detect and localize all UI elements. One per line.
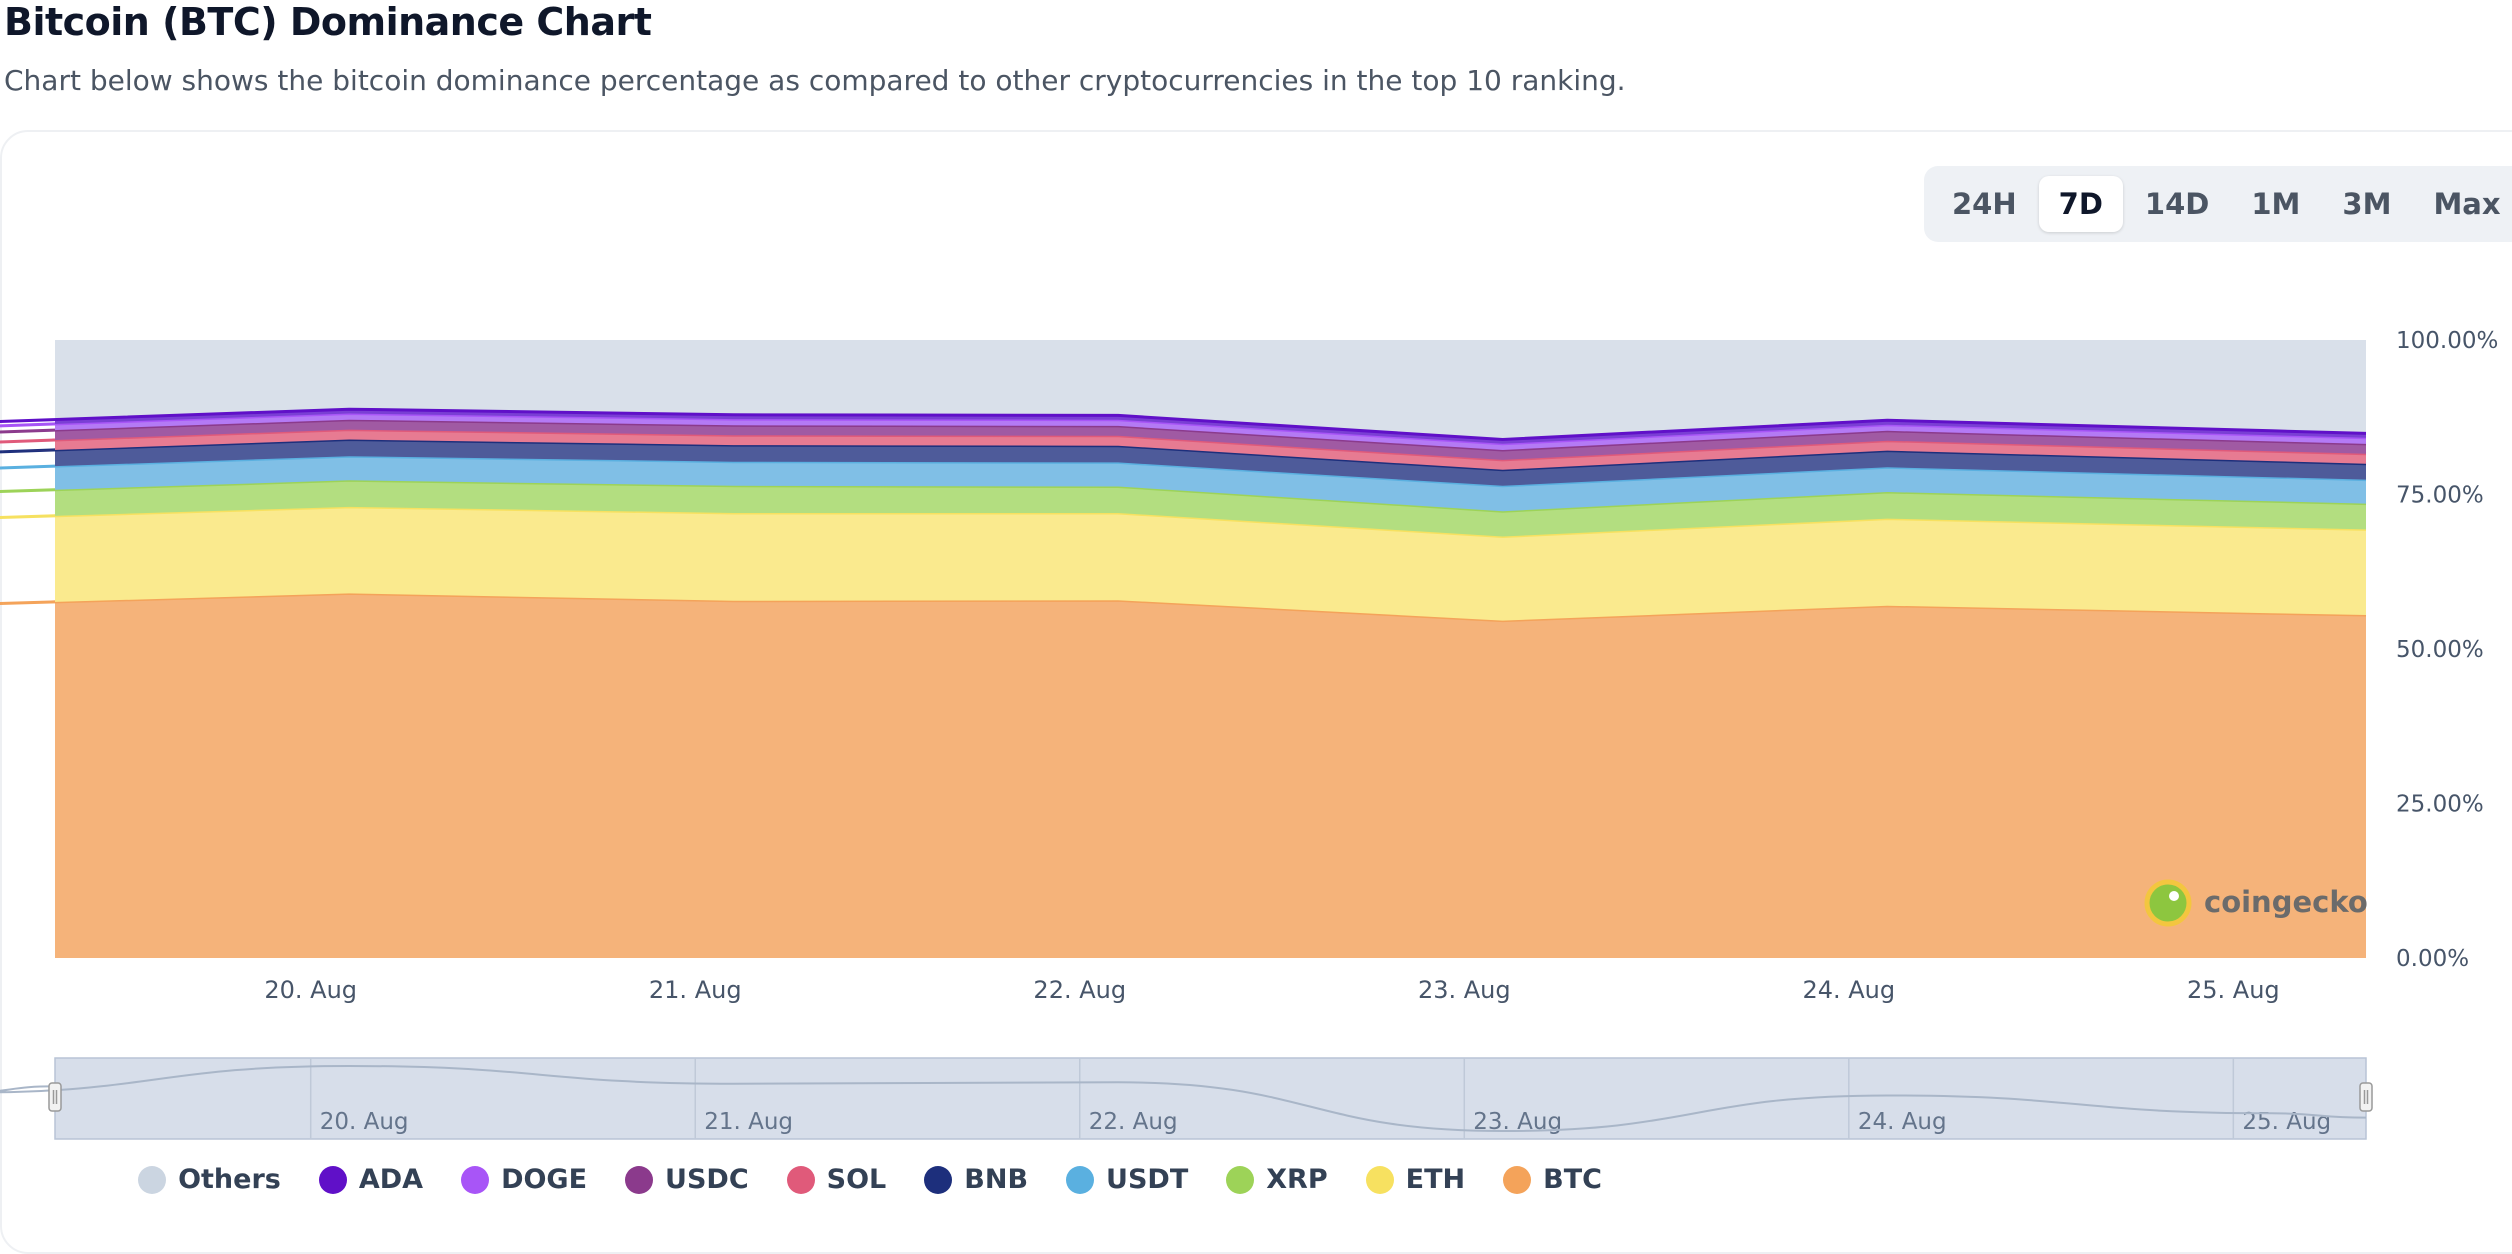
legend-item-bnb[interactable]: BNB	[924, 1164, 1028, 1195]
legend-label: BNB	[964, 1164, 1029, 1195]
navigator-series-line	[0, 1064, 2367, 1133]
time-range-selector: 24H 7D 14D 1M 3M Max	[1924, 166, 2512, 242]
navigator-window[interactable]	[54, 1057, 2367, 1140]
legend-item-eth[interactable]: ETH	[1365, 1164, 1466, 1195]
x-tick-label: 21. Aug	[649, 976, 742, 1004]
legend-label: USDT	[1106, 1164, 1189, 1195]
coingecko-watermark: coingecko	[2144, 879, 2368, 927]
page-subtitle: Chart below shows the bitcoin dominance …	[4, 64, 1626, 97]
y-tick-label: 50.00%	[2396, 637, 2484, 663]
legend-dot	[786, 1165, 815, 1194]
legend-dot	[461, 1165, 490, 1194]
range-button-14d[interactable]: 14D	[2144, 187, 2210, 221]
area-sol[interactable]	[0, 429, 2366, 470]
legend-dot	[924, 1165, 953, 1194]
legend-label: USDC	[665, 1164, 749, 1195]
x-tick-label: 25. Aug	[2187, 976, 2280, 1004]
coingecko-logo-eye	[2169, 891, 2179, 901]
legend-label: SOL	[826, 1164, 887, 1195]
area-usdt[interactable]	[0, 456, 2366, 512]
navigator-tick-label: 22. Aug	[1089, 1109, 1178, 1135]
legend-dot	[1365, 1165, 1394, 1194]
legend-label: XRP	[1266, 1164, 1328, 1195]
area-doge[interactable]	[0, 413, 2366, 451]
y-tick-label: 75.00%	[2396, 483, 2484, 509]
range-button-1m[interactable]: 1M	[2251, 187, 2301, 221]
y-tick-label: 100.00%	[2396, 328, 2498, 354]
legend-item-others[interactable]: Others	[138, 1164, 281, 1195]
page-title: Bitcoin (BTC) Dominance Chart	[4, 0, 652, 44]
chart-legend: Others ADA DOGE USDC SOL BNB USDT XRP ET…	[0, 1164, 1740, 1195]
legend-label: ADA	[358, 1164, 424, 1195]
x-tick-label: 20. Aug	[264, 976, 357, 1004]
line-ada	[0, 407, 2367, 442]
range-button-3m[interactable]: 3M	[2342, 187, 2392, 221]
range-button-max[interactable]: Max	[2433, 187, 2501, 221]
legend-dot	[1066, 1165, 1095, 1194]
legend-item-doge[interactable]: DOGE	[461, 1164, 587, 1195]
legend-dot	[138, 1165, 167, 1194]
navigator-left-handle[interactable]	[48, 1082, 62, 1112]
legend-dot	[1226, 1165, 1255, 1194]
legend-dot	[318, 1165, 347, 1194]
dominance-chart[interactable]: 0.00% 25.00% 50.00% 75.00% 100.00% 20. Aug 21.…	[0, 0, 2512, 1150]
legend-item-btc[interactable]: BTC	[1503, 1164, 1602, 1195]
navigator-tick-label: 24. Aug	[1858, 1109, 1947, 1135]
range-button-7d[interactable]: 7D	[2038, 176, 2123, 232]
navigator-tick-label: 20. Aug	[320, 1109, 409, 1135]
legend-item-sol[interactable]: SOL	[786, 1164, 887, 1195]
y-tick-label: 0.00%	[2396, 946, 2469, 972]
navigator-right-handle[interactable]	[2359, 1082, 2373, 1112]
x-tick-label: 24. Aug	[1802, 976, 1895, 1004]
legend-label: Others	[178, 1164, 281, 1195]
coingecko-watermark-text: coingecko	[2204, 885, 2368, 919]
legend-label: DOGE	[501, 1164, 588, 1195]
legend-label: ETH	[1405, 1164, 1466, 1195]
range-button-24h[interactable]: 24H	[1952, 187, 2017, 221]
coingecko-logo-ring	[2144, 879, 2192, 927]
area-btc[interactable]	[0, 593, 2366, 958]
area-eth[interactable]	[0, 506, 2366, 621]
legend-item-usdc[interactable]: USDC	[625, 1164, 749, 1195]
legend-dot	[625, 1165, 654, 1194]
y-tick-label: 25.00%	[2396, 792, 2484, 818]
x-tick-label: 22. Aug	[1033, 976, 1126, 1004]
coingecko-logo-icon	[2147, 882, 2189, 924]
legend-dot	[1503, 1165, 1532, 1194]
area-bnb[interactable]	[0, 439, 2366, 486]
legend-item-ada[interactable]: ADA	[318, 1164, 424, 1195]
legend-label: BTC	[1543, 1164, 1602, 1195]
area-usdc[interactable]	[0, 419, 2366, 460]
x-tick-label: 23. Aug	[1418, 976, 1511, 1004]
legend-item-xrp[interactable]: XRP	[1226, 1164, 1328, 1195]
area-xrp[interactable]	[0, 480, 2366, 537]
navigator-tick-label: 21. Aug	[704, 1109, 793, 1135]
legend-item-usdt[interactable]: USDT	[1066, 1164, 1188, 1195]
